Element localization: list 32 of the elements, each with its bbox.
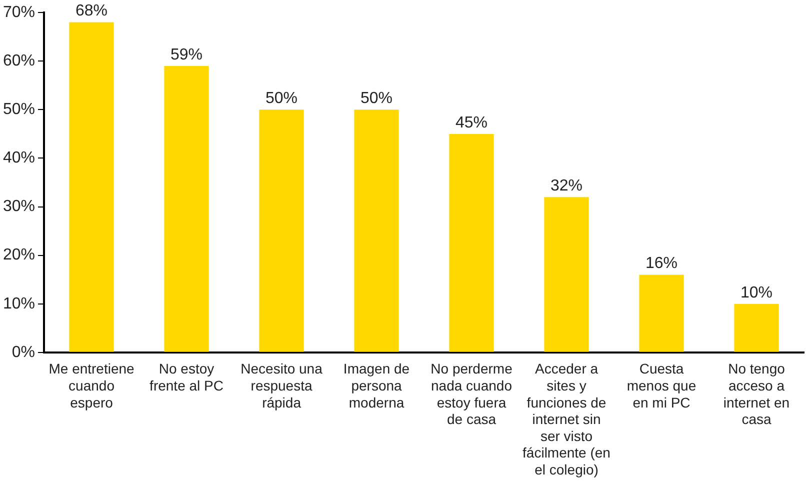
bar	[69, 22, 114, 352]
x-tick-label: Necesito una respuesta rápida	[240, 360, 323, 410]
bar	[639, 274, 684, 352]
data-label: 50%	[266, 90, 298, 108]
y-tick-label: 70%	[2, 4, 36, 22]
x-tick-label: No perderme nada cuando estoy fuera de casa	[430, 360, 513, 428]
bar	[449, 134, 494, 352]
bar	[164, 66, 209, 352]
x-tick-label: Cuesta menos que en mi PC	[626, 360, 696, 410]
data-label: 50%	[360, 90, 393, 108]
y-tick-label: 50%	[2, 101, 36, 118]
y-tick-label: 10%	[2, 295, 36, 312]
y-tick-label: 40%	[2, 150, 36, 167]
data-label: 10%	[740, 284, 773, 302]
y-tick-label: 20%	[2, 246, 36, 264]
data-label: 59%	[170, 46, 203, 64]
x-tick-label: Acceder a sites y funciones de internet sin ser visto fácilmente (en el colegio)	[522, 360, 610, 478]
y-tick-label: 60%	[2, 52, 36, 70]
bar	[734, 304, 779, 352]
data-label: 32%	[550, 177, 583, 194]
data-label: 45%	[455, 114, 488, 132]
x-tick-label: Me entretiene cuando espero	[48, 360, 135, 410]
x-tick-label: Imagen de persona moderna	[343, 360, 410, 410]
y-tick-label: 0%	[12, 344, 36, 361]
y-tick-label: 30%	[2, 198, 36, 216]
bar	[259, 110, 304, 352]
bar	[354, 110, 399, 352]
data-label: 16%	[645, 255, 678, 272]
x-tick-label: No estoy frente al PC	[150, 360, 224, 394]
bar	[544, 197, 589, 352]
x-tick-label: No tengo acceso a internet en casa	[723, 360, 790, 428]
data-label: 68%	[76, 2, 108, 20]
